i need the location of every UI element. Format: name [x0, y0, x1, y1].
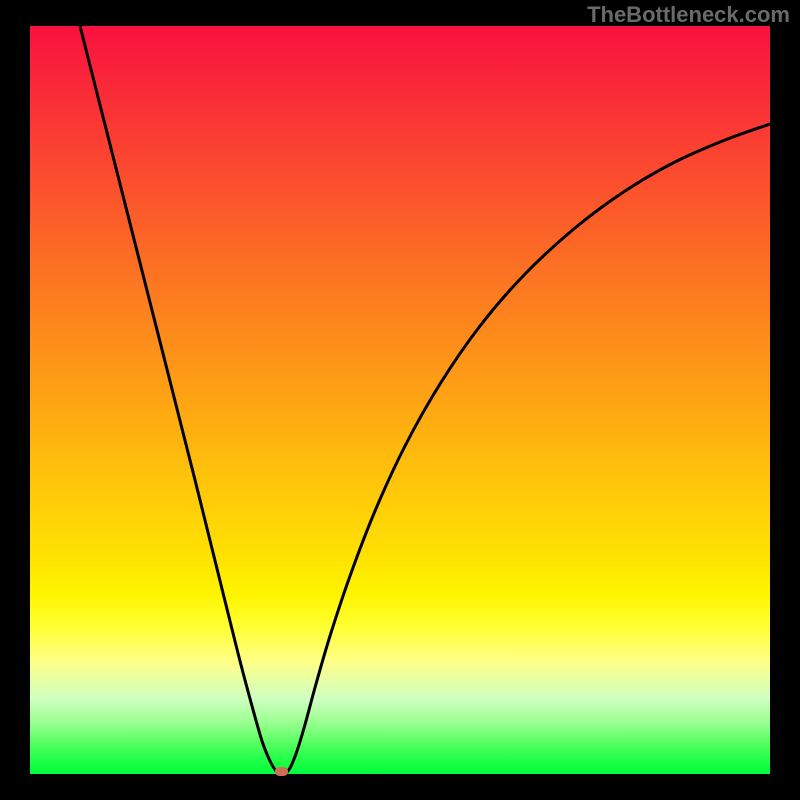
watermark-text: TheBottleneck.com	[587, 2, 790, 28]
curve-path	[80, 26, 770, 774]
chart-container: TheBottleneck.com	[0, 0, 800, 800]
optimal-point-marker	[275, 767, 288, 776]
bottleneck-curve	[30, 26, 770, 774]
plot-area	[30, 26, 770, 774]
